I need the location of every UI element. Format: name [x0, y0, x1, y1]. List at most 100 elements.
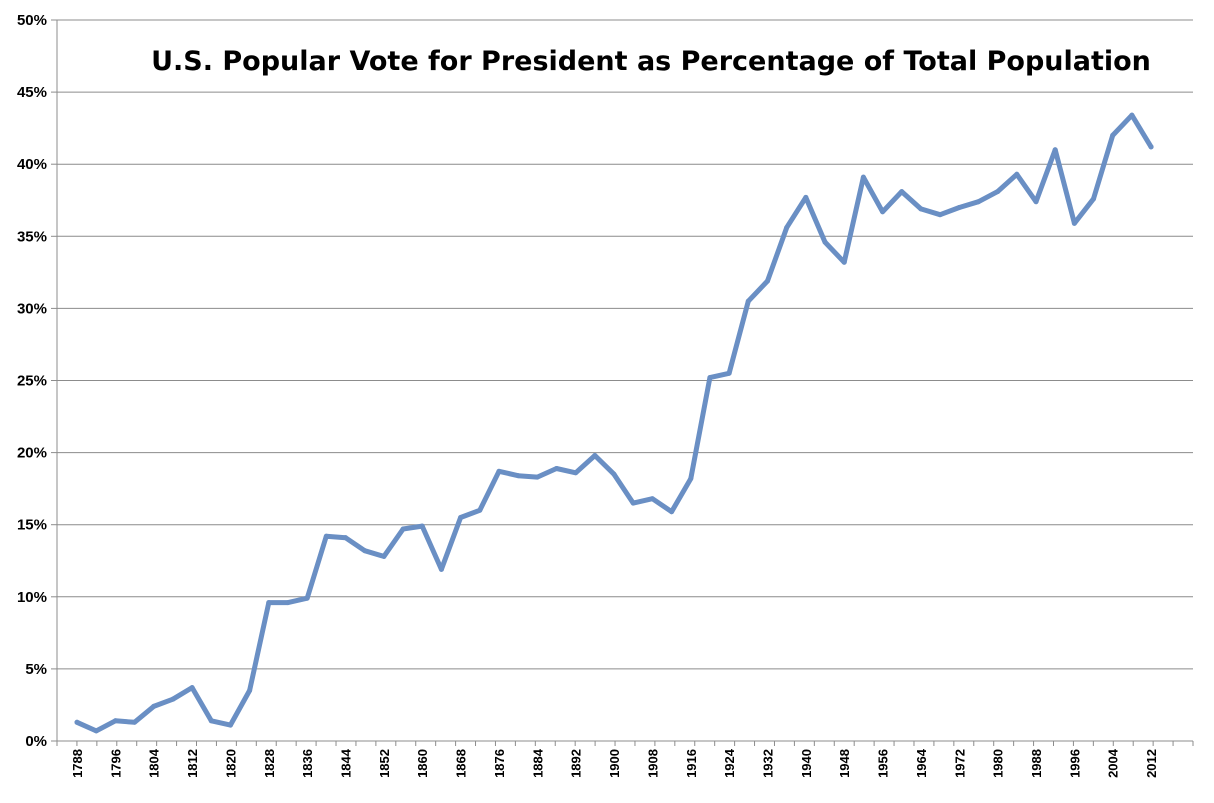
- y-tick-label: 20%: [17, 445, 47, 462]
- series-layer: [74, 112, 1154, 734]
- x-tick-label: 1852: [377, 749, 392, 778]
- data-point: [381, 553, 387, 559]
- data-point: [630, 500, 636, 506]
- y-tick-label: 30%: [17, 300, 47, 317]
- data-point: [573, 470, 579, 476]
- data-point: [343, 535, 349, 541]
- y-tick-label: 0%: [25, 733, 47, 750]
- data-point: [956, 204, 962, 210]
- data-point: [649, 496, 655, 502]
- data-point: [1014, 171, 1020, 177]
- x-tick-label: 1892: [569, 749, 584, 778]
- data-point: [170, 696, 176, 702]
- x-tick-label: 1932: [760, 749, 775, 778]
- data-point: [477, 507, 483, 513]
- x-tick-label: 1876: [492, 749, 507, 778]
- data-point: [592, 452, 598, 458]
- data-point: [400, 526, 406, 532]
- x-tick-label: 1916: [684, 749, 699, 778]
- data-point: [438, 566, 444, 572]
- x-tick-label: 1828: [262, 749, 277, 778]
- x-tick-label: 1980: [991, 749, 1006, 778]
- data-point: [688, 476, 694, 482]
- y-tick-label: 35%: [17, 228, 47, 245]
- y-axis-tick-labels: 0% 5% 10% 15% 20% 25% 30% 35% 40% 45% 50%: [17, 12, 47, 750]
- y-tick-label: 5%: [25, 661, 47, 678]
- x-tick-label: 1940: [799, 749, 814, 778]
- data-point: [285, 600, 291, 606]
- x-tick-label: 1844: [339, 748, 354, 778]
- data-point: [860, 174, 866, 180]
- data-point: [822, 239, 828, 245]
- data-point: [247, 688, 253, 694]
- data-point: [745, 298, 751, 304]
- data-point: [784, 225, 790, 231]
- data-point: [208, 718, 214, 724]
- gridlines: [57, 19, 1193, 670]
- data-point: [918, 206, 924, 212]
- x-tick-label: 1964: [914, 748, 929, 778]
- y-tick-label: 10%: [17, 589, 47, 606]
- x-tick-label: 1884: [530, 748, 545, 778]
- x-tick-label: 1924: [722, 748, 737, 778]
- data-point: [1052, 147, 1058, 153]
- x-tick-label: 1820: [223, 749, 238, 778]
- data-point: [419, 523, 425, 529]
- x-tick-label: 1836: [300, 749, 315, 778]
- data-point: [995, 189, 1001, 195]
- x-tick-label: 1908: [645, 749, 660, 778]
- axes: [51, 19, 1194, 746]
- data-point: [515, 473, 521, 479]
- x-tick-label: 1860: [415, 749, 430, 778]
- data-point: [1071, 220, 1077, 226]
- x-tick-label: 1788: [70, 749, 85, 778]
- data-point: [458, 514, 464, 520]
- y-tick-label: 50%: [17, 12, 47, 29]
- data-point: [611, 471, 617, 477]
- data-point: [227, 722, 233, 728]
- x-tick-label: 1900: [607, 749, 622, 778]
- data-point: [880, 209, 886, 215]
- data-point: [1110, 132, 1116, 138]
- y-tick-label: 45%: [17, 84, 47, 101]
- data-point: [151, 703, 157, 709]
- x-tick-label: 1972: [952, 749, 967, 778]
- data-point: [74, 719, 80, 725]
- data-point: [841, 259, 847, 265]
- data-point: [554, 465, 559, 471]
- y-tick-label: 40%: [17, 156, 47, 173]
- x-tick-label: 1804: [147, 748, 162, 778]
- data-point: [937, 212, 943, 218]
- data-point: [764, 278, 770, 284]
- data-point: [534, 474, 540, 480]
- data-point: [707, 375, 713, 381]
- x-tick-label: 1812: [185, 749, 200, 778]
- y-tick-label: 25%: [17, 373, 47, 390]
- data-point: [1033, 199, 1039, 205]
- data-point: [93, 728, 99, 734]
- data-point: [266, 600, 272, 606]
- data-point: [112, 718, 118, 724]
- x-tick-label: 2012: [1144, 749, 1159, 778]
- data-point: [362, 548, 368, 554]
- data-point: [899, 189, 905, 195]
- chart-title: U.S. Popular Vote for President as Perce…: [151, 46, 1151, 77]
- data-point: [669, 509, 675, 515]
- x-tick-label: 1868: [454, 749, 469, 778]
- x-tick-label: 1948: [837, 749, 852, 778]
- x-tick-label: 1796: [108, 749, 123, 778]
- data-point: [496, 468, 502, 474]
- data-point: [1091, 196, 1097, 202]
- data-point: [189, 685, 195, 691]
- data-point: [1129, 112, 1135, 118]
- data-point: [975, 199, 981, 205]
- data-point: [803, 194, 809, 200]
- data-point: [1148, 144, 1154, 150]
- x-tick-label: 1996: [1067, 749, 1082, 778]
- data-point: [323, 533, 329, 539]
- y-tick-label: 15%: [17, 517, 47, 534]
- data-point: [132, 719, 138, 725]
- x-tick-label: 2004: [1106, 748, 1121, 778]
